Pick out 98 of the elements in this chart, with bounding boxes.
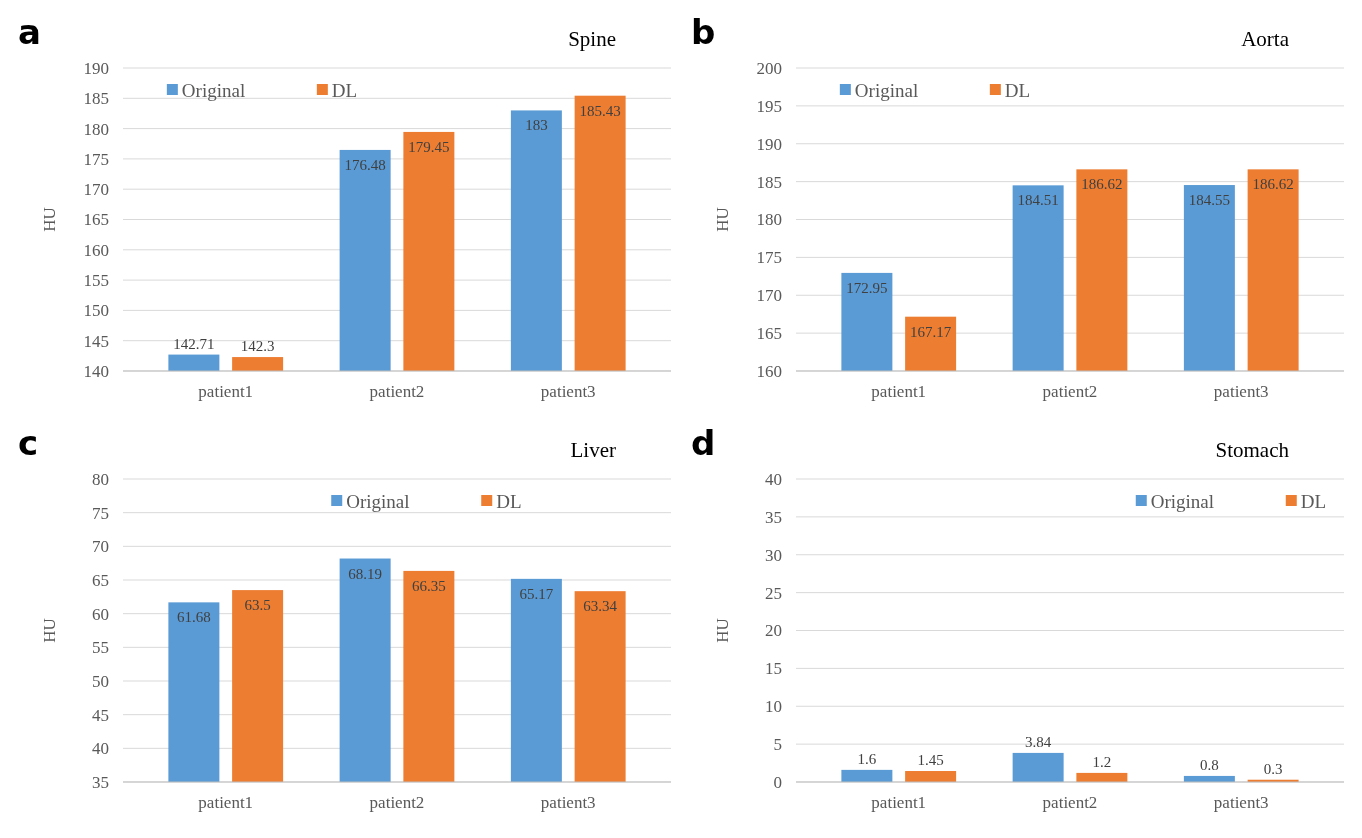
y-axis-title: HU (713, 618, 732, 643)
y-tick-label: 25 (765, 583, 782, 603)
bar (841, 769, 893, 782)
legend-label: DL (1300, 490, 1327, 512)
text: a (18, 12, 41, 52)
data-label: 183 (525, 117, 548, 134)
chart-title: Spine (568, 27, 616, 51)
y-tick-label: 75 (92, 503, 109, 523)
x-tick-label: patient1 (871, 793, 927, 812)
y-tick-label: 195 (756, 96, 782, 116)
y-tick-label: 180 (83, 119, 109, 139)
y-tick-label: 45 (92, 705, 109, 725)
legend-label: Original (346, 490, 410, 512)
y-tick-label: 190 (83, 58, 109, 78)
x-tick-label: patient3 (1213, 793, 1269, 812)
y-axis-title: HU (40, 207, 59, 232)
chart-title: Liver (570, 438, 616, 462)
data-label: 172.95 (846, 279, 888, 296)
data-label: 3.84 (1025, 733, 1052, 750)
chart-title: Aorta (1241, 27, 1290, 51)
y-tick-label: 70 (92, 537, 109, 557)
data-label: 65.17 (519, 585, 554, 602)
data-label: 185.43 (579, 102, 621, 119)
legend-label: DL (496, 490, 522, 512)
x-tick-label: patient1 (198, 382, 254, 401)
data-label: 1.6 (857, 750, 877, 767)
y-tick-label: 5 (773, 735, 782, 755)
y-tick-label: 30 (765, 545, 782, 565)
y-tick-label: 0 (773, 772, 782, 792)
data-label: 184.51 (1017, 192, 1059, 209)
y-axis-title: HU (40, 618, 59, 643)
y-tick-label: 170 (83, 180, 109, 200)
y-tick-label: 200 (756, 58, 782, 78)
data-label: 184.55 (1188, 192, 1230, 209)
data-label: 63.5 (244, 597, 271, 614)
y-tick-label: 35 (765, 507, 782, 527)
bar (1012, 752, 1064, 782)
data-label: 186.62 (1252, 176, 1294, 193)
data-label: 1.2 (1092, 753, 1112, 770)
y-tick-label: 40 (765, 469, 782, 489)
y-tick-label: 150 (83, 301, 109, 321)
y-tick-label: 160 (83, 240, 109, 260)
y-axis-title: HU (713, 207, 732, 232)
data-label: 167.17 (910, 323, 952, 340)
legend-label: Original (1150, 490, 1215, 512)
data-label: 142.3 (240, 338, 275, 355)
y-tick-label: 65 (92, 570, 109, 590)
data-label: 0.3 (1263, 760, 1283, 777)
data-label: 66.35 (412, 577, 446, 594)
text: b (691, 12, 716, 52)
text: d (691, 423, 716, 463)
x-tick-label: patient1 (198, 793, 254, 812)
y-tick-label: 40 (92, 739, 109, 759)
y-tick-label: 185 (83, 89, 109, 109)
legend-label: Original (854, 79, 919, 101)
y-tick-label: 140 (83, 361, 109, 381)
data-label: 142.71 (173, 335, 215, 352)
x-tick-label: patient3 (1213, 382, 1269, 401)
y-tick-label: 190 (756, 134, 782, 154)
data-label: 1.45 (917, 752, 944, 769)
legend-label: DL (331, 79, 358, 101)
y-tick-label: 145 (83, 331, 109, 351)
y-tick-label: 10 (765, 697, 782, 717)
x-tick-label: patient2 (369, 793, 425, 812)
data-label: 179.45 (408, 138, 450, 155)
y-tick-label: 155 (83, 271, 109, 291)
x-tick-label: patient3 (540, 793, 596, 812)
data-label: 176.48 (344, 156, 386, 173)
text: c (18, 423, 39, 463)
data-label: 0.8 (1200, 756, 1219, 773)
data-label: 63.34 (583, 598, 618, 615)
y-tick-label: 50 (92, 671, 109, 691)
y-tick-label: 175 (756, 248, 782, 268)
chart-title: Stomach (1215, 438, 1290, 462)
y-tick-label: 180 (756, 210, 782, 230)
y-tick-label: 35 (92, 772, 109, 792)
x-tick-label: patient1 (871, 382, 927, 401)
y-tick-label: 160 (756, 361, 782, 381)
data-label: 61.68 (177, 609, 211, 626)
y-tick-label: 15 (765, 659, 782, 679)
y-tick-label: 55 (92, 638, 109, 658)
y-tick-label: 60 (92, 604, 109, 624)
y-tick-label: 165 (756, 324, 782, 344)
y-tick-label: 165 (83, 210, 109, 230)
y-tick-label: 185 (756, 172, 782, 192)
y-tick-label: 80 (92, 469, 109, 489)
y-tick-label: 20 (765, 621, 782, 641)
x-tick-label: patient2 (1042, 382, 1098, 401)
x-tick-label: patient2 (1042, 793, 1098, 812)
x-tick-label: patient3 (540, 382, 596, 401)
x-tick-label: patient2 (369, 382, 425, 401)
y-tick-label: 175 (83, 149, 109, 169)
legend-label: Original (181, 79, 246, 101)
y-tick-label: 170 (756, 286, 782, 306)
bar (905, 771, 957, 782)
legend-label: DL (1004, 79, 1031, 101)
data-label: 186.62 (1081, 176, 1123, 193)
data-label: 68.19 (348, 565, 382, 582)
